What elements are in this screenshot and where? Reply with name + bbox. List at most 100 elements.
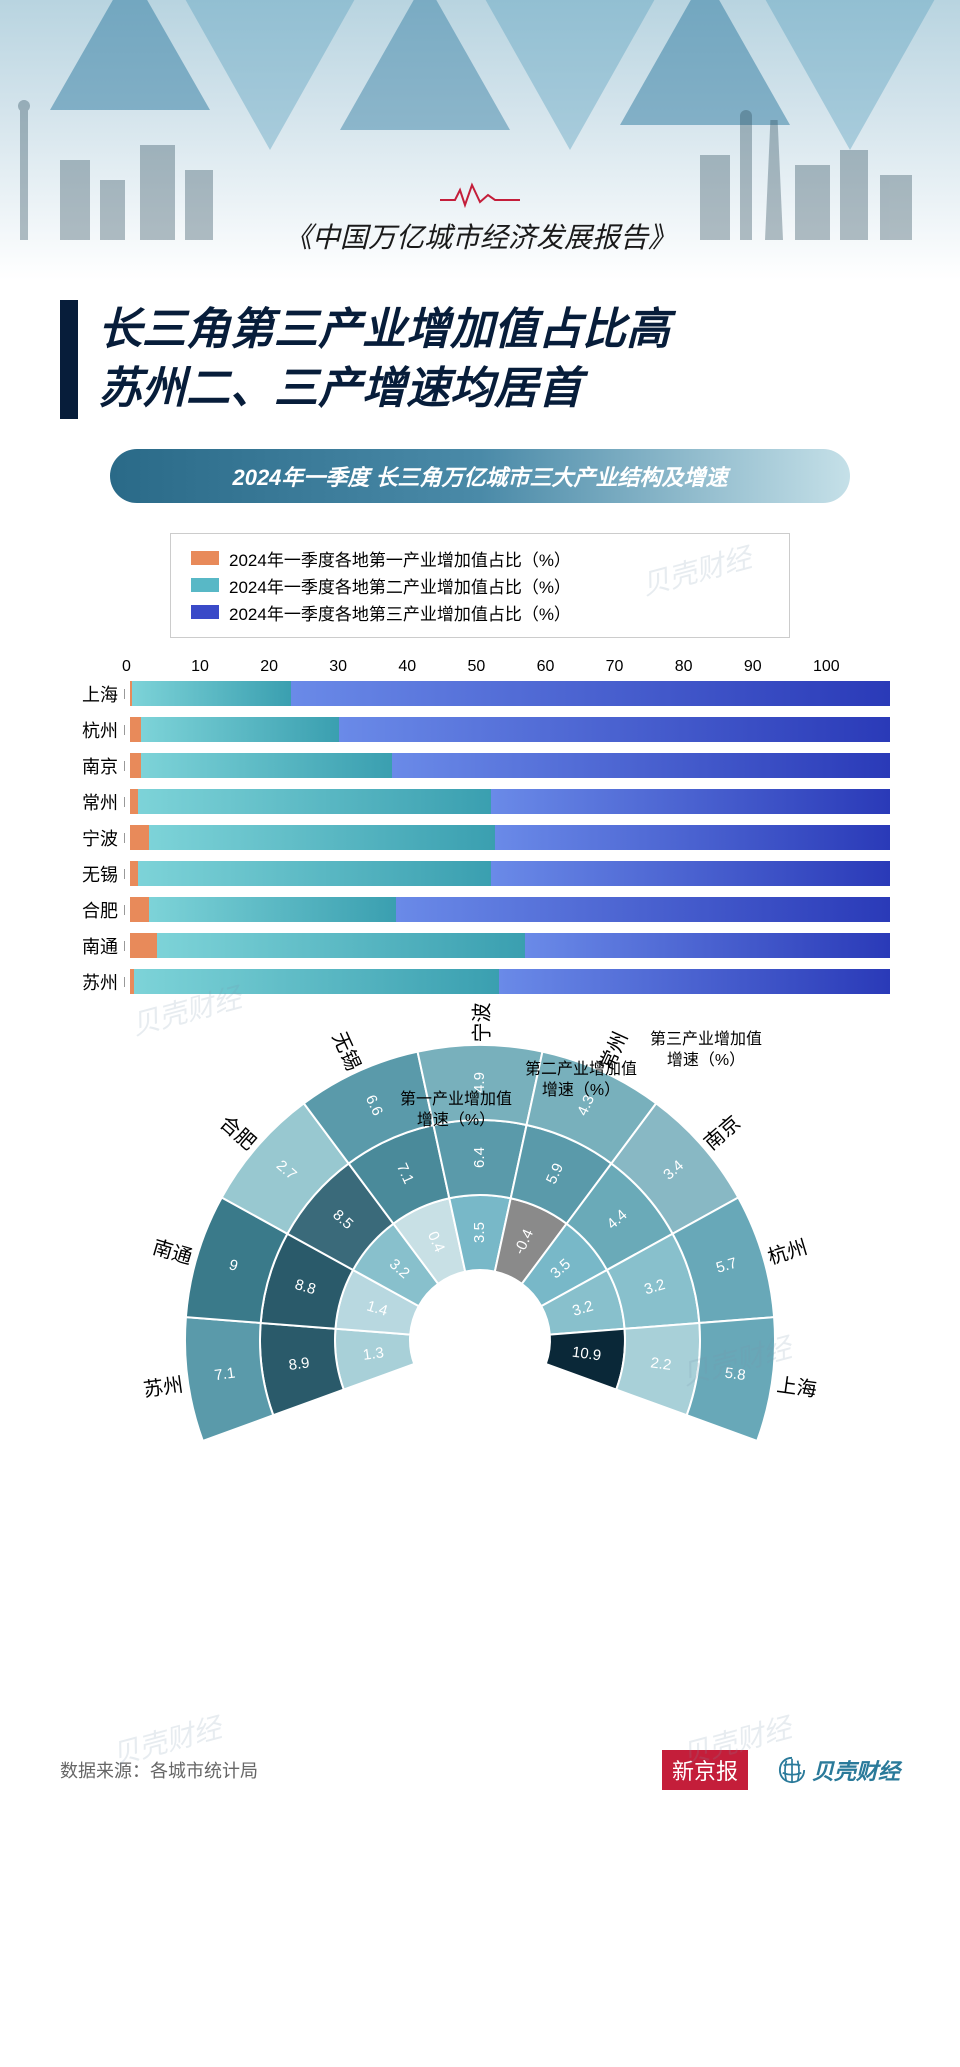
bar-seg-tertiary — [392, 753, 890, 778]
bar-seg-primary — [130, 861, 138, 886]
bar-track — [130, 897, 890, 922]
bar-row: 常州 — [70, 784, 890, 820]
bar-seg-primary — [130, 825, 149, 850]
subtitle-text: 2024年一季度 长三角万亿城市三大产业结构及增速 — [232, 460, 727, 492]
hero-banner: 《中国万亿城市经济发展报告》 — [0, 0, 960, 280]
ring3-label: 第三产业增加值增速（%） — [650, 1030, 762, 1072]
legend-row: 2024年一季度各地第二产业增加值占比（%） — [191, 573, 769, 598]
x-tick: 90 — [744, 658, 813, 676]
bar-seg-secondary — [149, 825, 495, 850]
legend-label: 2024年一季度各地第二产业增加值占比（%） — [229, 573, 571, 598]
headline-line1: 长三角第三产业增加值占比高 — [98, 300, 670, 359]
main-content: 长三角第三产业增加值占比高 苏州二、三产增速均居首 2024年一季度 长三角万亿… — [0, 300, 960, 1660]
legend-label: 2024年一季度各地第三产业增加值占比（%） — [229, 600, 571, 625]
bar-row: 无锡 — [70, 856, 890, 892]
bar-track — [130, 681, 890, 706]
sunburst-value: 1.3 — [362, 1344, 385, 1364]
bar-seg-secondary — [134, 969, 499, 994]
bar-seg-primary — [130, 717, 141, 742]
bar-seg-primary — [130, 753, 141, 778]
sunburst-value: 2.2 — [649, 1354, 672, 1374]
x-tick: 40 — [398, 658, 467, 676]
bar-track — [130, 753, 890, 778]
headline-text: 长三角第三产业增加值占比高 苏州二、三产增速均居首 — [98, 300, 670, 419]
legend-row: 2024年一季度各地第三产业增加值占比（%） — [191, 600, 769, 625]
x-tick: 30 — [329, 658, 398, 676]
bar-legend: 2024年一季度各地第一产业增加值占比（%） 2024年一季度各地第二产业增加值… — [170, 533, 790, 638]
bar-seg-secondary — [132, 681, 292, 706]
bar-row: 苏州 — [70, 964, 890, 1000]
sunburst-value: 7.1 — [213, 1364, 236, 1384]
city-label: 无锡 — [70, 861, 130, 887]
logo-beike: 贝壳财经 — [778, 1754, 900, 1786]
bar-seg-secondary — [149, 897, 396, 922]
bar-seg-tertiary — [495, 825, 890, 850]
x-tick: 10 — [191, 658, 260, 676]
bar-seg-secondary — [141, 753, 392, 778]
logo-beike-text: 贝壳财经 — [812, 1754, 900, 1786]
legend-row: 2024年一季度各地第一产业增加值占比（%） — [191, 546, 769, 571]
bar-seg-tertiary — [499, 969, 890, 994]
bar-seg-tertiary — [396, 897, 890, 922]
bar-track — [130, 861, 890, 886]
x-tick: 70 — [606, 658, 675, 676]
x-tick: 0 — [122, 658, 191, 676]
bar-row: 上海 — [70, 676, 890, 712]
swatch-secondary — [191, 578, 219, 592]
city-label: 宁波 — [70, 825, 130, 851]
bar-seg-primary — [130, 789, 138, 814]
legend-label: 2024年一季度各地第一产业增加值占比（%） — [229, 546, 571, 571]
pulse-icon — [440, 180, 520, 210]
bar-seg-primary — [130, 897, 149, 922]
bar-row: 杭州 — [70, 712, 890, 748]
bar-seg-tertiary — [491, 789, 890, 814]
sunburst-chart: 1.38.97.11.48.893.28.52.70.47.16.63.56.4… — [60, 1040, 900, 1660]
sunburst-value: 3.5 — [471, 1222, 488, 1243]
stacked-bar-chart: 0102030405060708090100 上海杭州南京常州宁波无锡合肥南通苏… — [70, 658, 890, 1000]
city-label: 南京 — [70, 753, 130, 779]
bar-row: 南通 — [70, 928, 890, 964]
bar-x-axis: 0102030405060708090100 — [130, 658, 890, 676]
footer: 数据来源：各城市统计局 新京报 贝壳财经 — [0, 1720, 960, 1840]
bar-rows: 上海杭州南京常州宁波无锡合肥南通苏州 — [70, 676, 890, 1000]
skyline-left — [0, 80, 280, 240]
report-title: 《中国万亿城市经济发展报告》 — [284, 216, 676, 256]
bar-seg-tertiary — [291, 681, 890, 706]
city-label: 上海 — [70, 681, 130, 707]
logo-xinjingbao: 新京报 — [662, 1750, 748, 1790]
bar-track — [130, 969, 890, 994]
bar-seg-secondary — [141, 717, 339, 742]
bar-row: 合肥 — [70, 892, 890, 928]
city-label: 南通 — [70, 933, 130, 959]
headline-line2: 苏州二、三产增速均居首 — [98, 359, 670, 418]
city-label: 杭州 — [70, 717, 130, 743]
ring1-label: 第一产业增加值增速（%） — [400, 1090, 512, 1132]
data-source: 数据来源：各城市统计局 — [60, 1757, 662, 1783]
city-label: 苏州 — [70, 969, 130, 995]
bar-seg-tertiary — [525, 933, 890, 958]
sunburst-svg: 1.38.97.11.48.893.28.52.70.47.16.63.56.4… — [60, 1040, 900, 1660]
bar-seg-secondary — [157, 933, 526, 958]
bar-track — [130, 825, 890, 850]
bar-track — [130, 789, 890, 814]
sunburst-city-label: 苏州 — [141, 1369, 185, 1403]
headline-block: 长三角第三产业增加值占比高 苏州二、三产增速均居首 — [60, 300, 900, 419]
bar-seg-tertiary — [339, 717, 890, 742]
city-label: 常州 — [70, 789, 130, 815]
bar-row: 宁波 — [70, 820, 890, 856]
sunburst-city-label: 上海 — [775, 1369, 819, 1403]
skyline-right — [680, 80, 960, 240]
sunburst-value: 6.4 — [471, 1147, 488, 1168]
x-tick: 80 — [675, 658, 744, 676]
x-tick: 60 — [537, 658, 606, 676]
page-root: 《中国万亿城市经济发展报告》 长三角第三产业增加值占比高 苏州二、三产增速均居首… — [0, 0, 960, 1840]
shell-icon — [778, 1756, 806, 1784]
bar-track — [130, 933, 890, 958]
bar-track — [130, 717, 890, 742]
bar-seg-secondary — [138, 789, 491, 814]
swatch-tertiary — [191, 605, 219, 619]
sunburst-city-label: 宁波 — [466, 1002, 495, 1042]
swatch-primary — [191, 551, 219, 565]
bar-seg-secondary — [138, 861, 491, 886]
sunburst-value: 8.9 — [288, 1354, 311, 1374]
